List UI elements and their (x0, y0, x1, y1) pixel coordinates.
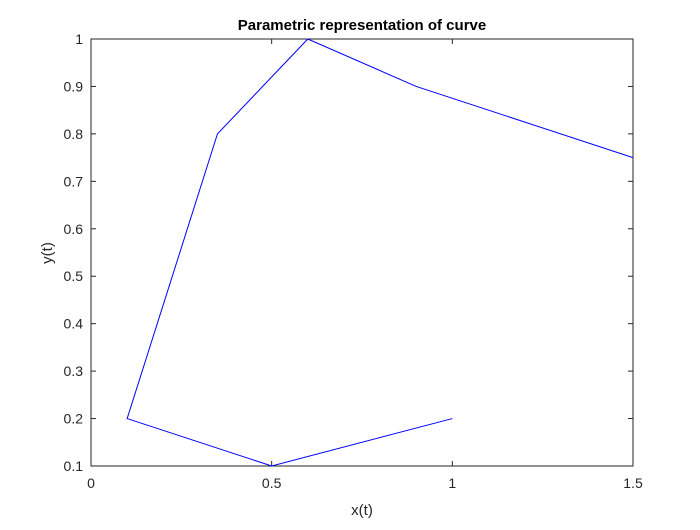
x-tick-label: 1.5 (623, 475, 643, 491)
x-tick-label: 0.5 (262, 475, 282, 491)
y-tick-label: 0.3 (64, 363, 84, 379)
axes-box (90, 38, 634, 467)
y-tick-label: 0.8 (64, 126, 84, 142)
y-axis-label: y(t) (39, 242, 56, 264)
y-tick-label: 1 (75, 31, 83, 47)
y-tick-label: 0.1 (64, 458, 84, 474)
x-tick-label: 0 (87, 475, 95, 491)
x-axis-label: x(t) (351, 502, 373, 519)
y-tick-label: 0.7 (64, 173, 84, 189)
x-tick-label: 1 (448, 475, 456, 491)
y-tick-label: 0.2 (64, 411, 84, 427)
y-tick-label: 0.4 (64, 316, 84, 332)
y-tick-label: 0.9 (64, 78, 84, 94)
plot-area: 0 0.5 1 1.5 0.1 0.2 0.3 0.4 0.5 0.6 0.7 0.8 0.9 1 (64, 31, 643, 491)
chart-title: Parametric representation of curve (238, 17, 486, 34)
series-line (126, 38, 634, 467)
y-tick-label: 0.6 (64, 221, 84, 237)
y-tick-label: 0.5 (64, 268, 84, 284)
